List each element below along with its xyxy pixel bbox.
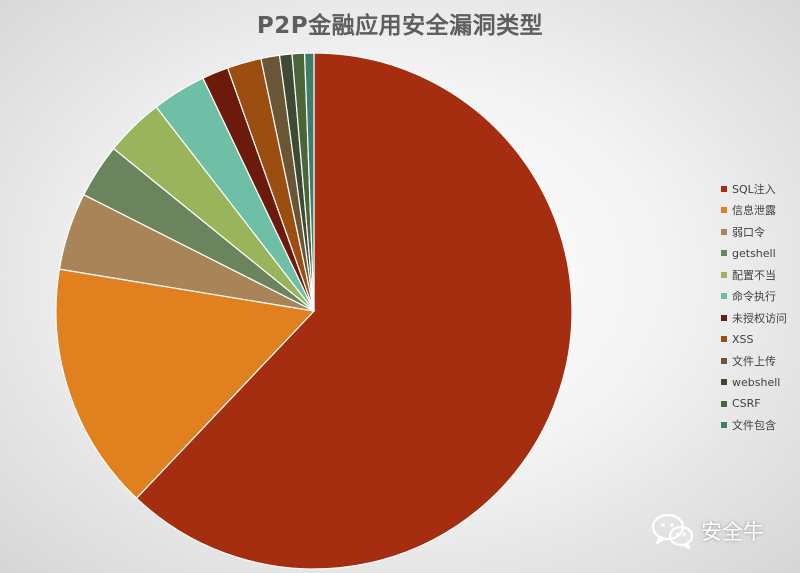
legend-swatch	[721, 228, 727, 235]
legend-label: 配置不当	[732, 268, 776, 282]
legend-swatch	[721, 422, 727, 429]
legend-swatch	[721, 400, 727, 407]
legend-swatch	[721, 314, 727, 321]
legend-item: webshell	[721, 372, 800, 394]
legend-label: 文件上传	[732, 354, 776, 368]
legend-swatch	[721, 293, 727, 300]
pie-slice-2	[55, 268, 315, 499]
legend-label: 文件包含	[732, 419, 776, 433]
wechat-icon	[651, 513, 694, 550]
pie-slice-12	[303, 52, 315, 312]
legend-swatch	[721, 336, 727, 343]
pie-slice-1	[135, 52, 573, 570]
legend-swatch	[721, 207, 727, 214]
legend-item: getshell	[721, 243, 800, 265]
legend-label: 命令执行	[732, 290, 776, 304]
legend-item: SQL注入	[721, 178, 800, 200]
legend-label: XSS	[732, 332, 754, 346]
legend-item: XSS	[721, 329, 800, 351]
legend-label: SQL注入	[732, 182, 776, 196]
legend-item: 弱口令	[721, 221, 800, 243]
legend-item: 文件上传	[721, 350, 800, 372]
legend-item: 文件包含	[721, 415, 800, 437]
legend-item: 命令执行	[721, 286, 800, 308]
watermark: 安全牛	[651, 512, 764, 550]
legend-item: 信息泄露	[721, 200, 800, 222]
legend-label: webshell	[732, 375, 781, 389]
watermark-text: 安全牛	[701, 520, 764, 544]
legend-label: CSRF	[732, 397, 761, 411]
legend-swatch	[721, 250, 727, 257]
legend-swatch	[721, 357, 727, 364]
legend-item: 配置不当	[721, 264, 800, 286]
legend-swatch	[721, 271, 727, 278]
legend-item: CSRF	[721, 393, 800, 415]
chart-legend: SQL注入信息泄露弱口令 getshell 配置不当命令执行未授权访问 XSS 文件上传…	[721, 178, 800, 436]
legend-label: 弱口令	[732, 225, 765, 239]
legend-label: 未授权访问	[732, 311, 787, 325]
chart-title: P2P金融应用安全漏洞类型	[256, 13, 544, 39]
legend-item: 未授权访问	[721, 307, 800, 329]
legend-label: getshell	[732, 246, 776, 260]
legend-swatch	[721, 185, 727, 192]
legend-swatch	[721, 379, 727, 386]
legend-label: 信息泄露	[732, 204, 776, 218]
